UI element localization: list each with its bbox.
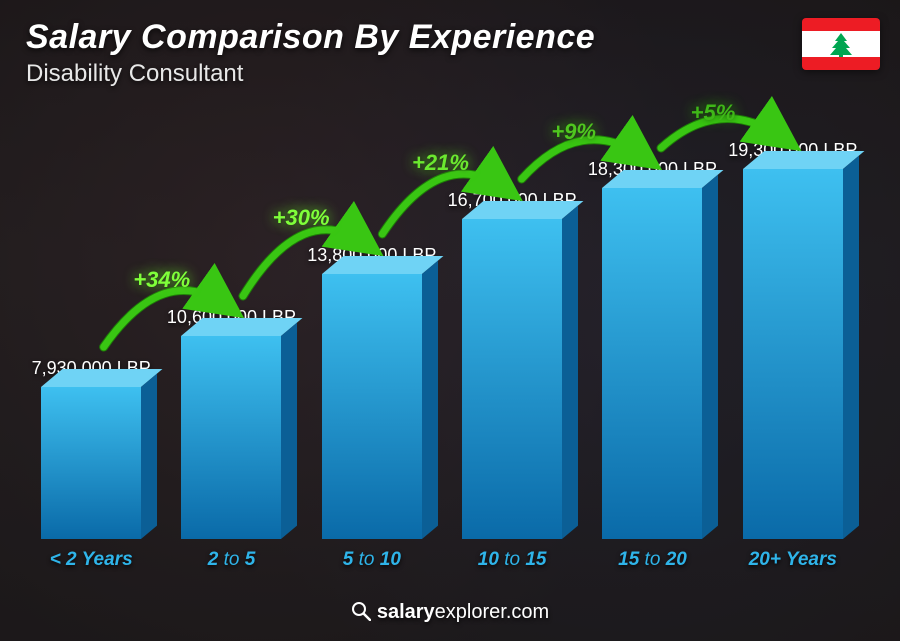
salary-bar-chart: 7,930,000 LBP10,600,000 LBP13,800,000 LB… xyxy=(24,91,860,571)
bars-container: 7,930,000 LBP10,600,000 LBP13,800,000 LB… xyxy=(24,109,860,539)
x-axis-label: 5 to 10 xyxy=(305,549,439,571)
x-axis-labels: < 2 Years 2 to 5 5 to 10 10 to 15 15 to 20 20… xyxy=(24,549,860,571)
x-axis-label: < 2 Years xyxy=(24,549,158,571)
bar: 7,930,000 LBP xyxy=(24,358,158,539)
bar-3d xyxy=(743,169,843,539)
bar-3d xyxy=(462,219,562,539)
x-axis-label: 15 to 20 xyxy=(585,549,719,571)
bar-3d xyxy=(181,336,281,539)
bar: 19,300,000 LBP xyxy=(726,140,860,539)
infographic-stage: Salary Comparison By Experience Disabili… xyxy=(0,0,900,641)
bar-3d xyxy=(602,188,702,539)
magnify-icon xyxy=(351,601,371,627)
lebanon-flag-icon xyxy=(802,18,880,70)
footer-attribution: salaryexplorer.com xyxy=(0,601,900,627)
x-axis-label: 2 to 5 xyxy=(164,549,298,571)
bar: 16,700,000 LBP xyxy=(445,190,579,539)
bar: 10,600,000 LBP xyxy=(164,307,298,539)
x-axis-label: 20+ Years xyxy=(726,549,860,571)
footer-brand-rest: explorer.com xyxy=(435,601,550,623)
footer-brand-bold: salary xyxy=(377,601,435,623)
bar: 13,800,000 LBP xyxy=(305,245,439,539)
bar-3d xyxy=(41,387,141,539)
x-axis-label: 10 to 15 xyxy=(445,549,579,571)
bar: 18,300,000 LBP xyxy=(585,159,719,539)
page-subtitle: Disability Consultant xyxy=(26,60,243,88)
bar-3d xyxy=(322,274,422,539)
page-title: Salary Comparison By Experience xyxy=(26,18,595,57)
